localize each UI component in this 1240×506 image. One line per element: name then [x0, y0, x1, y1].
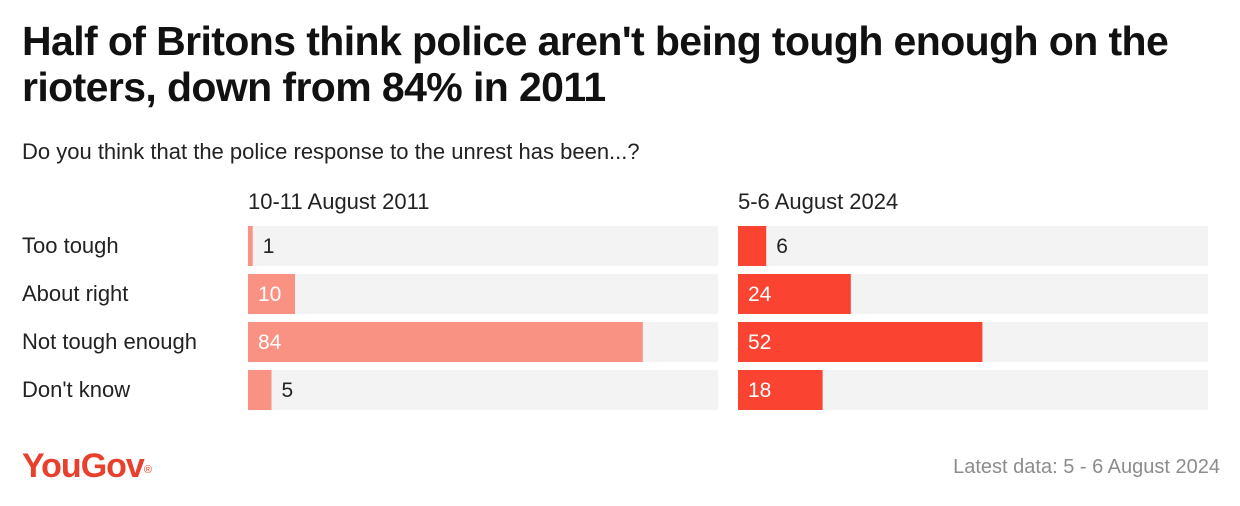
bar-track-0-about-right — [248, 274, 718, 314]
category-label-too-tough: Too tough — [22, 233, 119, 258]
panel-title-2011: 10-11 August 2011 — [248, 189, 430, 214]
latest-data-note: Latest data: 5 - 6 August 2024 — [953, 456, 1220, 478]
yougov-logo: YouGov® — [22, 446, 152, 486]
data-label-1-too-tough: 6 — [776, 235, 788, 258]
data-label-0-not-tough-enough: 84 — [258, 331, 282, 354]
logo-text: YouGov — [22, 447, 145, 485]
category-label-dont-know: Don't know — [22, 377, 131, 402]
bar-0-don-t-know — [248, 370, 272, 410]
bar-1-don-t-know — [738, 370, 823, 410]
data-label-1-about-right: 24 — [748, 283, 772, 306]
data-label-0-too-tough: 1 — [263, 235, 275, 258]
bar-1-not-tough-enough — [738, 322, 983, 362]
category-label-not-tough-enough: Not tough enough — [22, 329, 197, 354]
bar-1-about-right — [738, 274, 851, 314]
data-label-1-don-t-know: 18 — [748, 379, 771, 402]
bar-0-too-tough — [248, 226, 253, 266]
data-label-1-not-tough-enough: 52 — [748, 331, 771, 354]
data-label-0-about-right: 10 — [258, 283, 281, 306]
panel-title-2024: 5-6 August 2024 — [738, 189, 899, 214]
chart-title: Half of Britons think police aren't bein… — [22, 18, 1169, 110]
data-label-0-don-t-know: 5 — [282, 379, 294, 402]
logo-registered-mark: ® — [143, 464, 152, 476]
bar-1-too-tough — [738, 226, 767, 266]
category-label-about-right: About right — [22, 281, 129, 306]
bar-0-about-right — [248, 274, 295, 314]
bar-track-0-too-tough — [248, 226, 718, 266]
chart-subtitle: Do you think that the police response to… — [22, 139, 640, 164]
bar-track-0-don-t-know — [248, 370, 718, 410]
bar-track-1-too-tough — [738, 226, 1208, 266]
bar-0-not-tough-enough — [248, 322, 643, 362]
